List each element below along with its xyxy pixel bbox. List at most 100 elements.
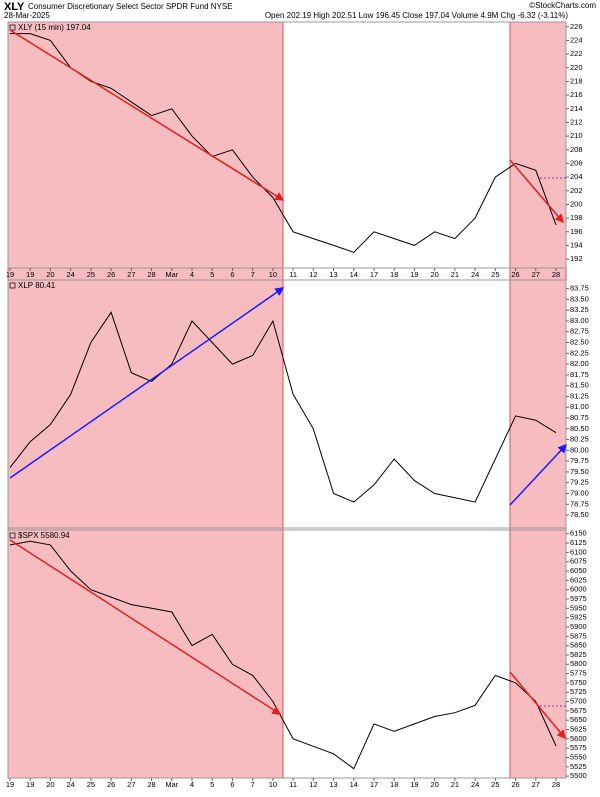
- trend-arrow: [9, 29, 285, 201]
- x-tick-label: 14: [350, 780, 358, 789]
- trend-arrow: [509, 671, 566, 740]
- trend-arrow: [9, 539, 282, 715]
- y-tick-label: 83.50: [570, 294, 589, 303]
- y-tick-label: 192: [570, 254, 583, 263]
- y-tick-label: 6050: [570, 566, 587, 575]
- x-tick-label: 5: [210, 780, 214, 789]
- y-tick-label: 82.25: [570, 348, 589, 357]
- y-tick-label: 216: [570, 90, 583, 99]
- y-tick-label: 6000: [570, 585, 587, 594]
- y-tick-label: 220: [570, 63, 583, 72]
- y-tick-label: 5575: [570, 743, 587, 752]
- y-tick-label: 83.75: [570, 284, 589, 293]
- y-tick-label: 5625: [570, 725, 587, 734]
- x-tick-label: 10: [269, 270, 277, 279]
- x-tick-label: 19: [26, 270, 34, 279]
- x-tick-label: 26: [107, 270, 115, 279]
- x-tick-label: 26: [511, 270, 519, 279]
- y-tick-label: 222: [570, 49, 583, 58]
- y-tick-label: 79.50: [570, 467, 589, 476]
- x-tick-label: 14: [350, 270, 358, 279]
- x-tick-label: 21: [451, 780, 459, 789]
- x-tick-label: 7: [251, 270, 255, 279]
- y-tick-label: 79.25: [570, 478, 589, 487]
- panel-frame: [7, 529, 567, 779]
- credit: ©StockCharts.com: [529, 1, 596, 10]
- x-tick-label: 28: [552, 270, 560, 279]
- price-line: [9, 540, 557, 770]
- x-tick-label: 4: [190, 780, 194, 789]
- x-tick-label: 20: [46, 270, 54, 279]
- x-tick-label: 7: [251, 780, 255, 789]
- x-tick-label: 13: [329, 780, 337, 789]
- highlight-region: [7, 21, 284, 779]
- x-tick-label: 21: [451, 270, 459, 279]
- x-tick-label: 20: [430, 270, 438, 279]
- y-tick-label: 5550: [570, 752, 587, 761]
- y-tick-label: 5500: [570, 771, 587, 780]
- x-tick-label: 18: [390, 780, 398, 789]
- x-tick-label: 6: [230, 270, 234, 279]
- x-tick-label: 20: [430, 780, 438, 789]
- x-tick-label: 27: [532, 270, 540, 279]
- y-tick-label: 5875: [570, 631, 587, 640]
- y-tick-label: 5900: [570, 622, 587, 631]
- y-tick-label: 80.50: [570, 424, 589, 433]
- y-tick-label: 80.00: [570, 445, 589, 454]
- y-tick-label: 6100: [570, 547, 587, 556]
- x-tick-label: 4: [190, 270, 194, 279]
- y-tick-label: 5675: [570, 706, 587, 715]
- x-tick-label: 27: [127, 780, 135, 789]
- y-tick-label: 5825: [570, 650, 587, 659]
- x-tick-label: 12: [309, 780, 317, 789]
- y-tick-label: 202: [570, 186, 583, 195]
- y-tick-label: 6125: [570, 538, 587, 547]
- y-tick-label: 212: [570, 117, 583, 126]
- y-tick-label: 80.75: [570, 413, 589, 422]
- x-tick-label: 24: [66, 270, 74, 279]
- highlight-region: [509, 21, 567, 779]
- y-tick-label: 6150: [570, 529, 587, 538]
- y-tick-label: 83.25: [570, 305, 589, 314]
- trend-arrow: [9, 287, 285, 479]
- y-tick-label: 82.00: [570, 359, 589, 368]
- x-tick-label: 24: [66, 780, 74, 789]
- x-tick-label: 25: [491, 270, 499, 279]
- panel-title: $SPX 5580.94: [18, 531, 70, 540]
- y-tick-label: 6025: [570, 575, 587, 584]
- y-tick-label: 79.75: [570, 456, 589, 465]
- fund-name: Consumer Discretionary Select Sector SPD…: [28, 2, 233, 11]
- y-tick-label: 78.75: [570, 499, 589, 508]
- x-tick-label: 20: [46, 780, 54, 789]
- x-tick-label: 6: [230, 780, 234, 789]
- y-tick-label: 5775: [570, 669, 587, 678]
- symbol: XLY: [4, 1, 25, 13]
- trend-arrow: [509, 443, 568, 506]
- x-tick-label: 27: [532, 780, 540, 789]
- price-line: [9, 311, 557, 503]
- x-tick-label: 5: [210, 270, 214, 279]
- x-tick-label: Mar: [165, 780, 178, 789]
- y-tick-label: 5850: [570, 641, 587, 650]
- y-tick-label: 198: [570, 213, 583, 222]
- panels: 1921941961982002022042062082102122142162…: [6, 21, 589, 789]
- y-tick-label: 6075: [570, 557, 587, 566]
- y-tick-label: 80.25: [570, 435, 589, 444]
- y-tick-label: 5950: [570, 603, 587, 612]
- y-tick-label: 5800: [570, 659, 587, 668]
- x-tick-label: 13: [329, 270, 337, 279]
- x-tick-label: 19: [6, 780, 14, 789]
- x-tick-label: 28: [552, 780, 560, 789]
- y-tick-label: 79.00: [570, 488, 589, 497]
- price-line: [10, 33, 557, 253]
- y-tick-label: 218: [570, 76, 583, 85]
- y-tick-label: 5700: [570, 697, 587, 706]
- trend-arrow: [509, 159, 564, 224]
- y-tick-label: 208: [570, 145, 583, 154]
- y-tick-label: 81.50: [570, 381, 589, 390]
- x-tick-label: 19: [6, 270, 14, 279]
- y-tick-label: 81.75: [570, 370, 589, 379]
- x-tick-label: 24: [471, 780, 479, 789]
- x-tick-label: 18: [390, 270, 398, 279]
